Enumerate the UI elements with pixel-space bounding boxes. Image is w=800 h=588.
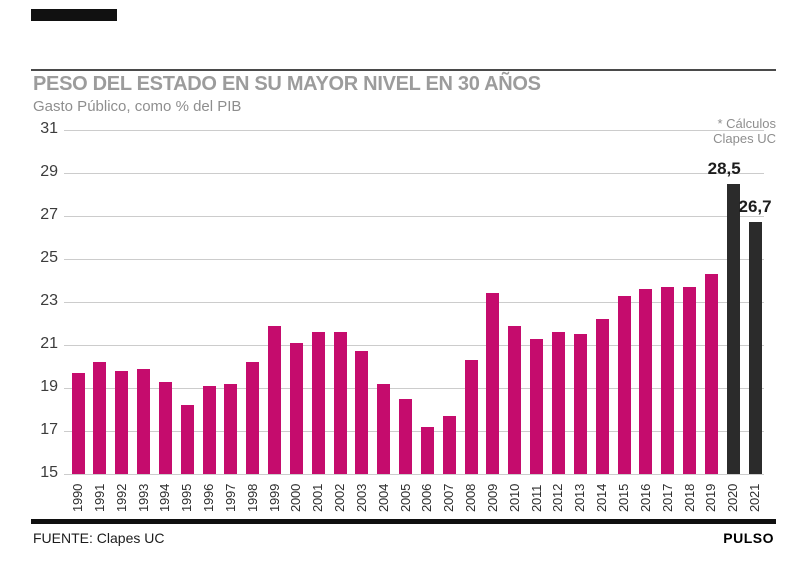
gridline [64, 387, 764, 389]
bar-2013 [573, 334, 587, 474]
y-tick-label: 29 [40, 163, 58, 180]
chart-title: PESO DEL ESTADO EN SU MAYOR NIVEL EN 30 … [33, 73, 541, 95]
bar-2020 [726, 183, 740, 474]
gridline [64, 129, 764, 131]
x-tick-label: 2008 [463, 483, 479, 512]
bar-1995 [180, 405, 194, 474]
calculation-note: * Cálculos Clapes UC [713, 116, 776, 146]
bar-2018 [683, 286, 697, 474]
bar-2016 [639, 289, 653, 474]
bar-2009 [486, 293, 500, 474]
gridline [64, 215, 764, 217]
x-tick-label: 2015 [616, 483, 631, 512]
gridline [64, 301, 764, 303]
x-tick-label: 2010 [506, 483, 522, 512]
bar-2011 [530, 338, 544, 474]
x-tick-label: 1991 [91, 483, 107, 512]
bar-2012 [551, 332, 565, 474]
x-tick-label: 1997 [222, 483, 238, 512]
calculation-note-line1: * Cálculos [717, 116, 776, 131]
bar-1993 [137, 368, 151, 474]
x-tick-label: 2009 [484, 483, 500, 512]
calculation-note-line2: Clapes UC [713, 131, 776, 146]
x-tick-label: 2000 [288, 483, 304, 512]
gridline [64, 473, 764, 475]
bar-2021 [748, 222, 762, 474]
bar-1996 [202, 385, 216, 474]
bar-2006 [420, 426, 434, 474]
bar-1998 [246, 362, 260, 474]
x-tick-label: 1996 [201, 483, 217, 512]
source-label: FUENTE: Clapes UC [33, 530, 165, 546]
y-tick-label: 21 [40, 335, 58, 352]
x-tick-label: 2002 [332, 483, 348, 512]
bar-2007 [442, 415, 456, 474]
x-tick-label: 2021 [747, 483, 763, 512]
bar-2002 [333, 332, 347, 474]
gridline [64, 344, 764, 346]
x-tick-label: 2020 [725, 483, 741, 512]
y-tick-label: 25 [40, 249, 58, 266]
brand-logo: PULSO [723, 530, 774, 546]
y-tick-label: 31 [40, 120, 58, 137]
bar-1992 [115, 370, 129, 474]
chart-subtitle: Gasto Público, como % del PIB [33, 98, 242, 115]
y-tick-label: 23 [40, 292, 58, 309]
x-tick-label: 2012 [550, 483, 566, 512]
x-tick-label: 2013 [572, 483, 588, 512]
x-tick-label: 2003 [353, 483, 369, 512]
gridline [64, 258, 764, 260]
x-tick-label: 2006 [419, 483, 435, 512]
y-tick-label: 27 [40, 206, 58, 223]
bar-1997 [224, 383, 238, 474]
bar-2004 [377, 383, 391, 474]
x-tick-label: 2001 [310, 483, 326, 512]
x-tick-label: 1994 [157, 483, 173, 512]
bar-2001 [311, 332, 325, 474]
gridline [64, 430, 764, 432]
bar-2010 [508, 325, 522, 474]
x-tick-label: 2005 [397, 483, 413, 512]
bar-2014 [595, 319, 609, 474]
top-left-marker [31, 9, 117, 21]
x-tick-label: 2011 [528, 484, 544, 512]
x-tick-label: 2014 [594, 483, 610, 512]
bar-1994 [158, 381, 172, 474]
bar-2017 [661, 286, 675, 474]
x-tick-label: 2004 [375, 483, 391, 512]
x-tick-label: 1999 [266, 483, 282, 512]
x-tick-label: 2018 [681, 483, 697, 512]
bar-2019 [704, 274, 718, 474]
x-tick-label: 2019 [703, 483, 719, 512]
bar-2003 [355, 351, 369, 474]
bar-1991 [93, 362, 107, 474]
value-label-2021: 26,7 [738, 197, 772, 217]
value-label-2020: 28,5 [707, 158, 741, 178]
bar-2015 [617, 295, 631, 474]
x-tick-label: 1993 [135, 483, 151, 512]
x-tick-label: 2007 [441, 483, 457, 512]
header-rule [31, 69, 776, 71]
y-tick-label: 15 [40, 464, 58, 481]
y-tick-label: 17 [40, 421, 58, 438]
bar-2005 [399, 398, 413, 474]
x-tick-label: 1995 [179, 483, 195, 512]
bar-2000 [289, 342, 303, 474]
x-tick-label: 2016 [637, 483, 653, 512]
x-tick-label: 1992 [113, 483, 129, 512]
bar-1999 [268, 325, 282, 474]
footer-rule [31, 519, 776, 524]
x-tick-label: 1998 [244, 483, 260, 512]
gridline [64, 172, 764, 174]
bar-2008 [464, 360, 478, 474]
x-tick-label: 2017 [659, 483, 675, 512]
y-tick-label: 19 [40, 378, 58, 395]
x-tick-label: 1990 [70, 483, 85, 512]
bar-1990 [71, 372, 85, 474]
